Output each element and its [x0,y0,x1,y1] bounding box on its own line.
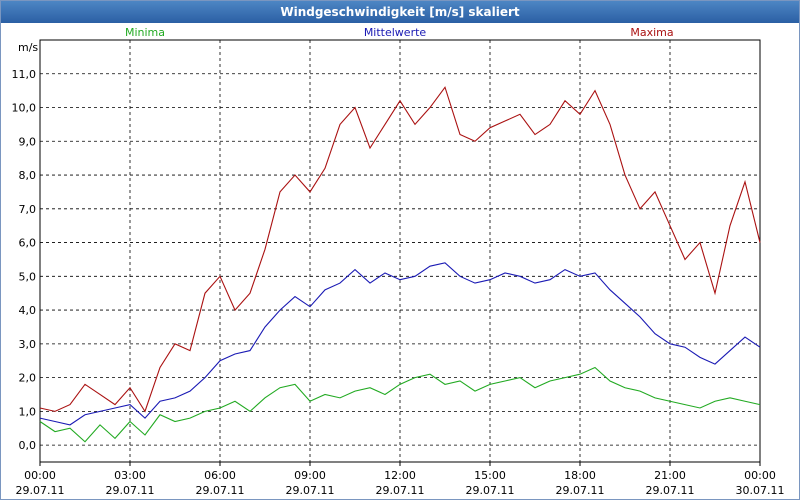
x-tick-date: 29.07.11 [196,484,245,497]
x-tick-date: 29.07.11 [376,484,425,497]
legend-maxima: Maxima [630,26,673,39]
x-tick-time: 00:00 [744,469,776,482]
y-tick-label: 4,0 [19,304,37,317]
y-tick-label: 1,0 [19,405,37,418]
y-tick-label: 11,0 [12,68,37,81]
x-tick-date: 29.07.11 [466,484,515,497]
x-tick-time: 18:00 [564,469,596,482]
y-tick-label: 9,0 [19,135,37,148]
y-tick-label: 0,0 [19,439,37,452]
x-tick-time: 00:00 [24,469,56,482]
x-tick-time: 21:00 [654,469,686,482]
legend-minima: Minima [125,26,165,39]
y-axis-ticks: 0,0 1,0 2,0 3,0 4,0 5,0 6,0 7,0 8,0 9,0 10,0 11,0 [12,68,37,452]
legend-mittelwerte: Mittelwerte [364,26,427,39]
y-tick-label: 10,0 [12,102,37,115]
x-axis-ticks: 00:00 29.07.11 03:00 29.07.11 06:00 29.07.11 0… [16,462,785,497]
y-tick-label: 6,0 [19,237,37,250]
series-line-maxima [39,86,761,413]
x-tick-time: 15:00 [474,469,506,482]
x-tick-time: 06:00 [204,469,236,482]
x-tick-time: 09:00 [294,469,326,482]
y-tick-label: 7,0 [19,203,37,216]
series-line-minima [39,366,761,443]
chart-title: Windgeschwindigkeit [m/s] skaliert [1,1,799,23]
x-tick-time: 03:00 [114,469,146,482]
x-tick-time: 12:00 [384,469,416,482]
x-tick-date: 29.07.11 [646,484,695,497]
series-line-mittelwerte [39,262,761,426]
x-tick-date: 30.07.11 [736,484,785,497]
x-tick-date: 29.07.11 [556,484,605,497]
y-tick-label: 3,0 [19,338,37,351]
series-lines [39,86,761,443]
grid-lines [40,40,760,462]
y-axis-label: m/s [18,41,38,54]
y-tick-label: 2,0 [19,372,37,385]
x-tick-date: 29.07.11 [286,484,335,497]
y-tick-label: 8,0 [19,169,37,182]
y-tick-label: 5,0 [19,270,37,283]
x-tick-date: 29.07.11 [106,484,155,497]
x-tick-date: 29.07.11 [16,484,65,497]
